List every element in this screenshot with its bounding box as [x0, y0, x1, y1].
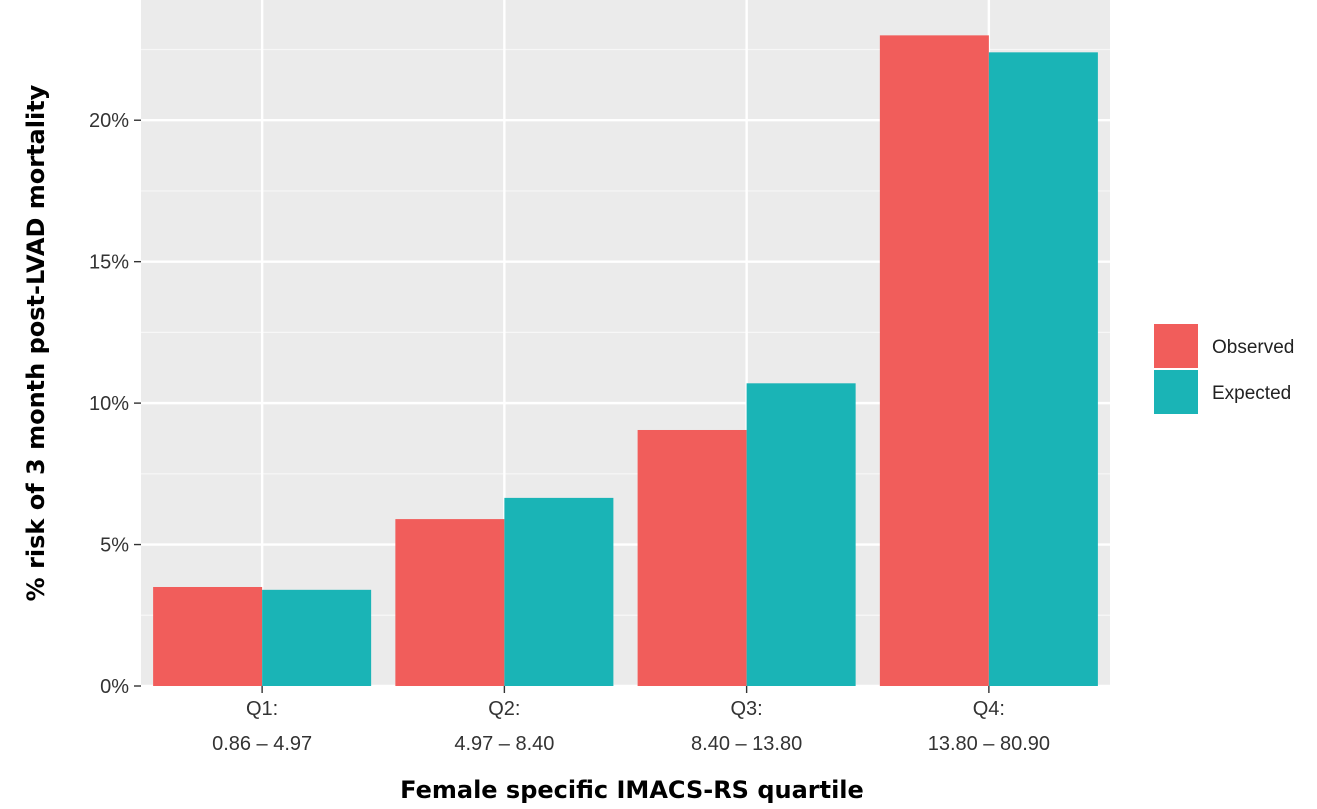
bar-observed-4 [879, 35, 989, 686]
bar-observed-2 [395, 519, 505, 686]
legend-label-observed: Observed [1212, 337, 1294, 358]
legend-key-observed [1154, 324, 1198, 368]
y-tick-label: 0% [100, 676, 129, 698]
bar-expected-1 [262, 589, 372, 686]
y-tick-label: 10% [89, 393, 129, 415]
x-tick-label-line2: 4.97 – 8.40 [454, 733, 554, 755]
x-tick-label-line1: Q3: [731, 698, 763, 720]
bar-expected-4 [988, 52, 1098, 686]
bar-observed-3 [637, 429, 747, 686]
bars [153, 35, 1098, 686]
x-tick-label-line2: 8.40 – 13.80 [691, 733, 802, 755]
y-tick-label: 20% [89, 110, 129, 132]
x-tick-label-line1: Q2: [488, 698, 520, 720]
x-tick-label-line2: 13.80 – 80.90 [928, 733, 1050, 755]
x-axis: Q1: 0.86 – 4.97 Q2: 4.97 – 8.40 Q3: 8.40 – 13… [212, 686, 1050, 755]
x-tick-label-line2: 0.86 – 4.97 [212, 733, 312, 755]
y-axis: 0% 5% 10% 15% 20% [89, 110, 141, 698]
y-tick-label: 15% [89, 252, 129, 274]
bar-observed-1 [153, 586, 263, 686]
y-axis-title: % risk of 3 month post-LVAD mortality [22, 84, 50, 601]
x-tick-label-line1: Q1: [246, 698, 278, 720]
legend-label-expected: Expected [1212, 383, 1291, 404]
x-axis-title: Female specific IMACS-RS quartile [400, 776, 864, 804]
bar-expected-3 [746, 383, 856, 686]
y-tick-label: 5% [100, 535, 129, 557]
legend: Observed Expected [1154, 324, 1294, 414]
legend-key-expected [1154, 370, 1198, 414]
bar-expected-2 [504, 497, 614, 686]
x-tick-label-line1: Q4: [973, 698, 1005, 720]
